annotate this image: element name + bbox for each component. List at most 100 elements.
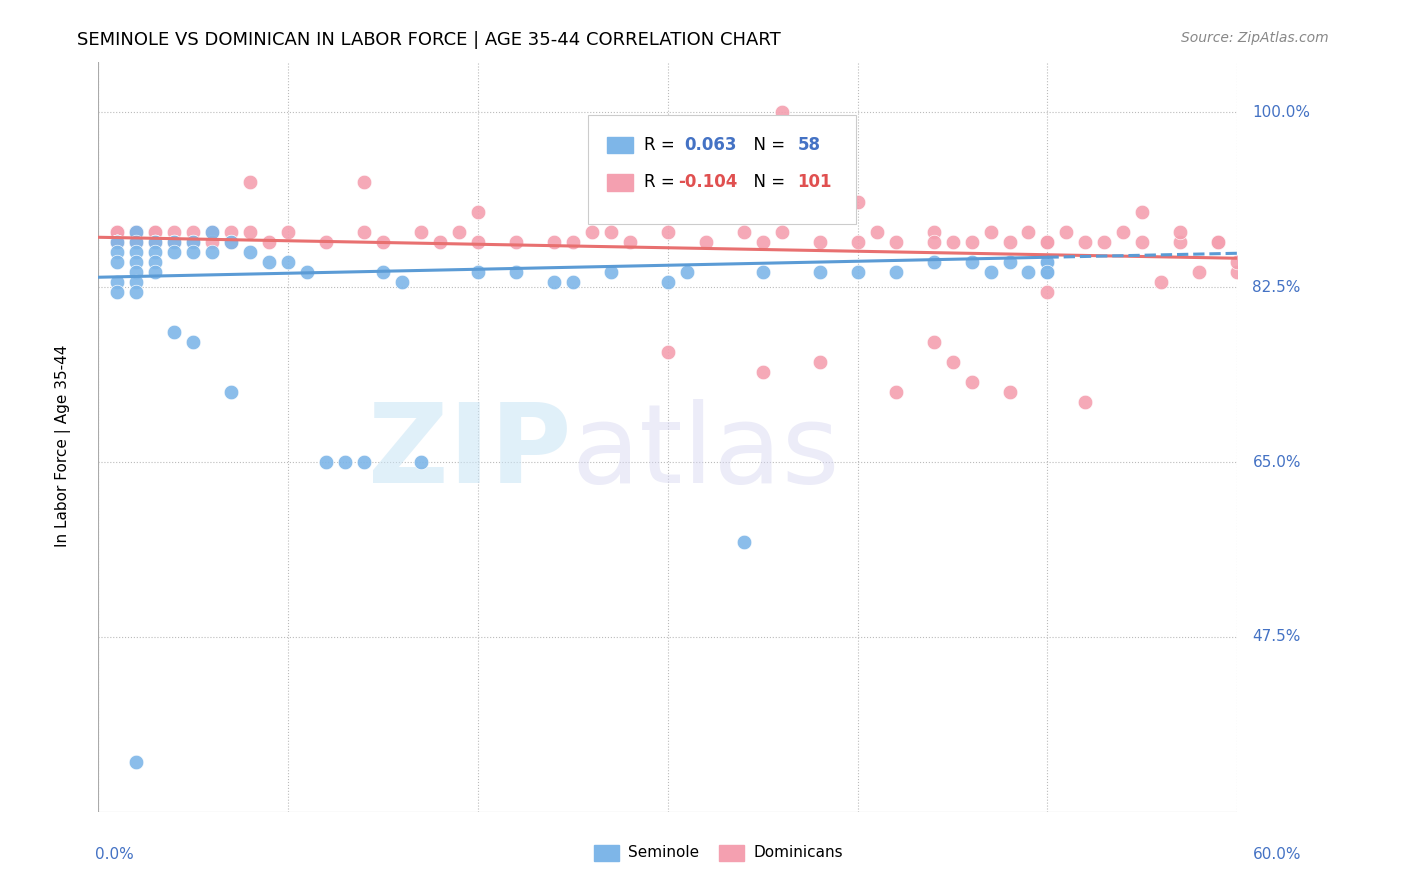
Point: [183, 235, 205, 250]
Point: [125, 225, 148, 239]
Point: [145, 225, 167, 239]
Point: [183, 335, 205, 350]
Point: [145, 265, 167, 279]
Point: [353, 455, 375, 469]
Point: [808, 355, 831, 369]
Point: [922, 225, 945, 239]
Point: [239, 225, 262, 239]
Point: [1112, 225, 1135, 239]
Point: [107, 235, 129, 250]
Text: SEMINOLE VS DOMINICAN IN LABOR FORCE | AGE 35-44 CORRELATION CHART: SEMINOLE VS DOMINICAN IN LABOR FORCE | A…: [77, 31, 782, 49]
Point: [467, 235, 489, 250]
Point: [1170, 225, 1192, 239]
Point: [543, 275, 565, 289]
Point: [201, 225, 224, 239]
Point: [125, 235, 148, 250]
Text: 0.063: 0.063: [683, 136, 737, 153]
Point: [1094, 235, 1116, 250]
Point: [201, 245, 224, 260]
Point: [145, 235, 167, 250]
Point: [449, 225, 471, 239]
Point: [922, 235, 945, 250]
Bar: [593, 845, 619, 861]
Point: [1036, 255, 1059, 269]
Point: [145, 225, 167, 239]
Point: [411, 225, 433, 239]
Point: [752, 365, 775, 379]
Point: [163, 235, 186, 250]
Point: [467, 265, 489, 279]
Point: [922, 255, 945, 269]
Text: 100.0%: 100.0%: [1253, 105, 1310, 120]
Point: [676, 265, 699, 279]
Point: [600, 225, 623, 239]
Point: [353, 175, 375, 189]
Point: [107, 225, 129, 239]
Point: [770, 225, 793, 239]
Point: [562, 235, 585, 250]
Point: [201, 235, 224, 250]
Point: [1208, 235, 1230, 250]
Point: [1036, 255, 1059, 269]
Text: 0.0%: 0.0%: [94, 847, 134, 862]
Point: [145, 235, 167, 250]
Point: [183, 225, 205, 239]
Point: [752, 235, 775, 250]
Text: 101: 101: [797, 173, 832, 191]
Point: [163, 235, 186, 250]
Point: [1036, 265, 1059, 279]
Point: [107, 235, 129, 250]
Point: [163, 325, 186, 339]
Text: N =: N =: [742, 173, 790, 191]
Point: [695, 235, 717, 250]
Point: [125, 275, 148, 289]
Point: [277, 225, 299, 239]
Point: [1170, 235, 1192, 250]
Point: [884, 235, 907, 250]
Point: [125, 285, 148, 300]
Text: -0.104: -0.104: [678, 173, 738, 191]
Point: [125, 265, 148, 279]
Point: [866, 225, 889, 239]
Point: [1018, 225, 1040, 239]
Point: [125, 235, 148, 250]
Point: [107, 275, 129, 289]
Point: [107, 235, 129, 250]
Point: [1018, 265, 1040, 279]
Point: [221, 225, 243, 239]
Point: [371, 265, 394, 279]
Point: [979, 225, 1001, 239]
Point: [467, 205, 489, 219]
Point: [922, 335, 945, 350]
Point: [998, 235, 1021, 250]
Point: [411, 455, 433, 469]
Point: [107, 255, 129, 269]
Point: [125, 245, 148, 260]
Point: [808, 265, 831, 279]
Point: [1208, 235, 1230, 250]
Point: [505, 265, 527, 279]
Point: [107, 235, 129, 250]
Point: [163, 225, 186, 239]
Point: [259, 235, 281, 250]
Point: [1150, 275, 1173, 289]
Point: [259, 255, 281, 269]
Text: R =: R =: [644, 173, 681, 191]
Point: [315, 455, 337, 469]
Point: [107, 235, 129, 250]
Point: [884, 385, 907, 400]
Point: [183, 235, 205, 250]
Point: [998, 385, 1021, 400]
Text: 58: 58: [797, 136, 821, 153]
Point: [770, 105, 793, 120]
Point: [657, 225, 679, 239]
Text: 65.0%: 65.0%: [1253, 455, 1301, 469]
Point: [1036, 235, 1059, 250]
Point: [107, 245, 129, 260]
Point: [125, 235, 148, 250]
Point: [107, 235, 129, 250]
Point: [960, 235, 983, 250]
Point: [353, 225, 375, 239]
Point: [1036, 285, 1059, 300]
Point: [1226, 255, 1249, 269]
